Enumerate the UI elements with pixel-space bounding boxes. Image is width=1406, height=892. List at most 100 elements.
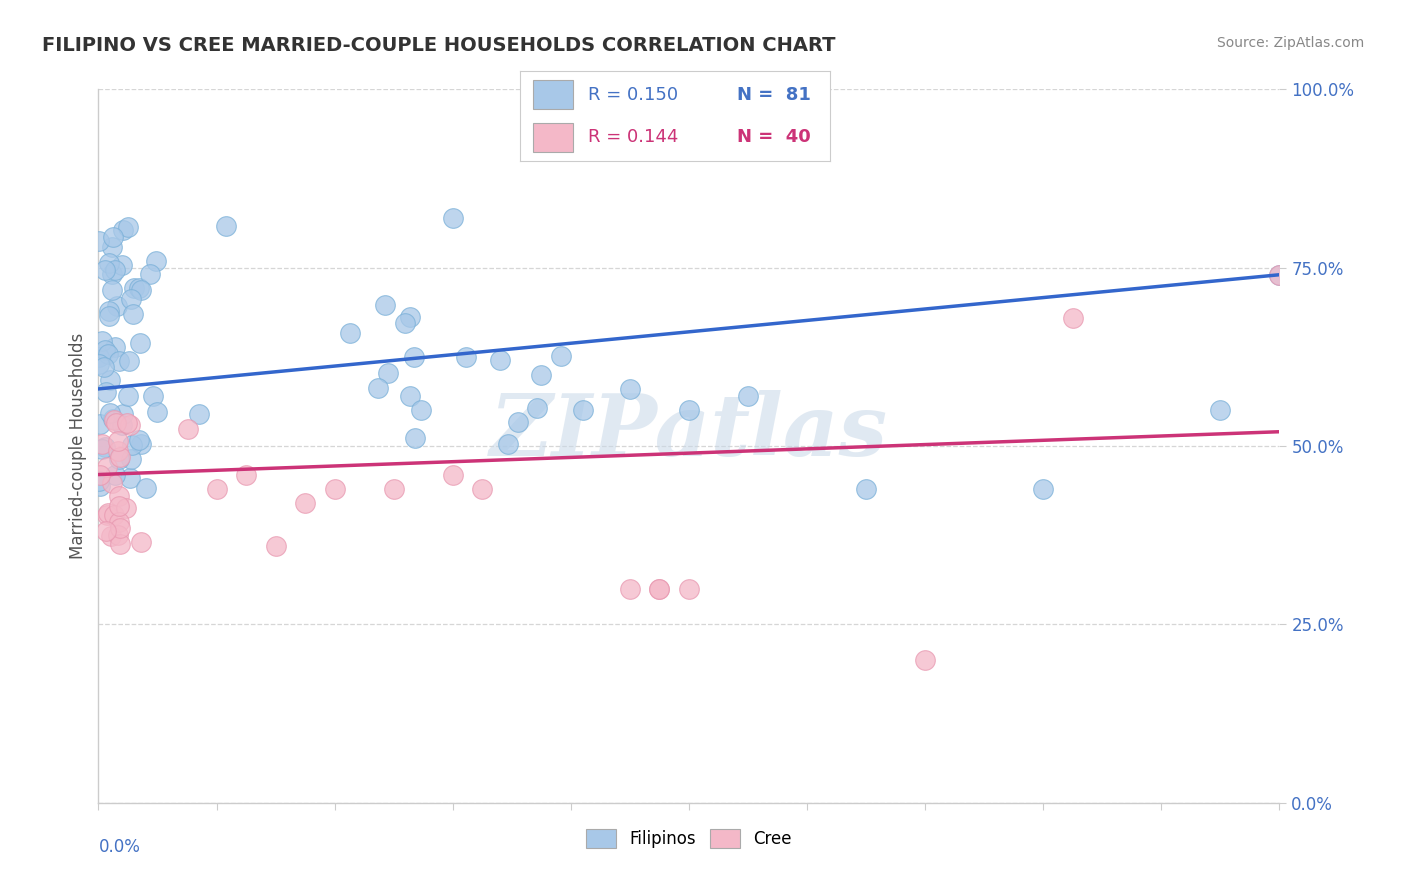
Point xyxy=(89,468,111,483)
Point xyxy=(294,496,316,510)
Point xyxy=(107,443,129,458)
Point xyxy=(112,407,135,421)
Point xyxy=(128,434,150,448)
Point xyxy=(339,326,361,340)
Point xyxy=(441,467,464,482)
Point xyxy=(619,582,641,596)
Point xyxy=(135,481,157,495)
Point xyxy=(498,437,520,451)
Point xyxy=(108,489,131,503)
Legend: Filipinos, Cree: Filipinos, Cree xyxy=(579,822,799,855)
Point xyxy=(89,357,111,371)
Point xyxy=(107,515,129,529)
Point xyxy=(89,234,111,248)
Point xyxy=(398,389,420,403)
Point xyxy=(187,408,209,422)
Point xyxy=(107,354,129,368)
Point xyxy=(129,437,152,451)
Text: N =  81: N = 81 xyxy=(737,86,811,103)
Point xyxy=(530,368,553,382)
Point xyxy=(94,343,117,357)
Point xyxy=(367,381,389,395)
Point xyxy=(101,240,124,254)
Point xyxy=(98,303,121,318)
Text: FILIPINO VS CREE MARRIED-COUPLE HOUSEHOLDS CORRELATION CHART: FILIPINO VS CREE MARRIED-COUPLE HOUSEHOL… xyxy=(42,36,835,54)
Point xyxy=(118,471,141,485)
Point xyxy=(571,403,593,417)
Point xyxy=(117,389,139,403)
Point xyxy=(105,299,128,313)
Point xyxy=(129,283,152,297)
Point xyxy=(118,354,141,368)
Point xyxy=(1268,268,1291,282)
Point xyxy=(101,283,124,297)
Text: N =  40: N = 40 xyxy=(737,128,810,146)
Point xyxy=(107,528,129,542)
Text: R = 0.144: R = 0.144 xyxy=(588,128,679,146)
Point xyxy=(176,422,198,436)
Text: ZIPatlas: ZIPatlas xyxy=(489,390,889,474)
Point xyxy=(1268,268,1291,282)
Point xyxy=(409,403,432,417)
Point xyxy=(402,350,425,364)
Point xyxy=(145,254,167,268)
Point xyxy=(374,298,396,312)
Point xyxy=(93,359,115,374)
Point xyxy=(914,653,936,667)
Point xyxy=(377,366,399,380)
Point xyxy=(122,281,145,295)
Point xyxy=(142,389,165,403)
Point xyxy=(128,281,150,295)
Point xyxy=(103,340,125,354)
Point xyxy=(94,440,117,454)
Point xyxy=(103,412,125,426)
Point xyxy=(115,416,138,430)
Point xyxy=(111,417,134,432)
Point xyxy=(101,475,124,490)
Point xyxy=(489,353,512,368)
Point xyxy=(89,479,111,493)
Point xyxy=(146,405,169,419)
Point xyxy=(97,347,120,361)
Point xyxy=(94,385,117,400)
Point xyxy=(94,262,117,277)
Point xyxy=(96,508,118,523)
Point xyxy=(117,220,139,235)
Point xyxy=(98,405,121,419)
Point xyxy=(108,537,131,551)
Point xyxy=(648,582,671,596)
Point xyxy=(104,262,127,277)
FancyBboxPatch shape xyxy=(533,80,572,109)
Point xyxy=(103,413,125,427)
Point xyxy=(648,582,671,596)
Point xyxy=(98,309,121,323)
Point xyxy=(235,467,257,482)
Point xyxy=(323,482,346,496)
Point xyxy=(264,539,287,553)
Point xyxy=(737,389,759,403)
Point xyxy=(103,467,125,482)
Point xyxy=(96,524,118,538)
Point xyxy=(121,438,143,452)
Point xyxy=(98,374,121,388)
Point xyxy=(98,256,121,270)
Point xyxy=(89,474,111,488)
Point xyxy=(619,382,641,396)
Point xyxy=(1032,482,1054,496)
Point xyxy=(526,401,548,415)
Point xyxy=(108,499,131,513)
Point xyxy=(107,434,129,448)
Point xyxy=(89,417,111,432)
Point xyxy=(215,219,238,233)
Point xyxy=(399,310,422,324)
Point xyxy=(100,267,122,281)
Point xyxy=(456,350,478,364)
Point xyxy=(129,335,152,350)
Point xyxy=(678,582,700,596)
Point xyxy=(441,211,464,225)
Point xyxy=(855,482,877,496)
Point xyxy=(108,450,131,465)
Point xyxy=(108,520,131,534)
Point xyxy=(471,482,494,496)
Point xyxy=(90,442,112,456)
